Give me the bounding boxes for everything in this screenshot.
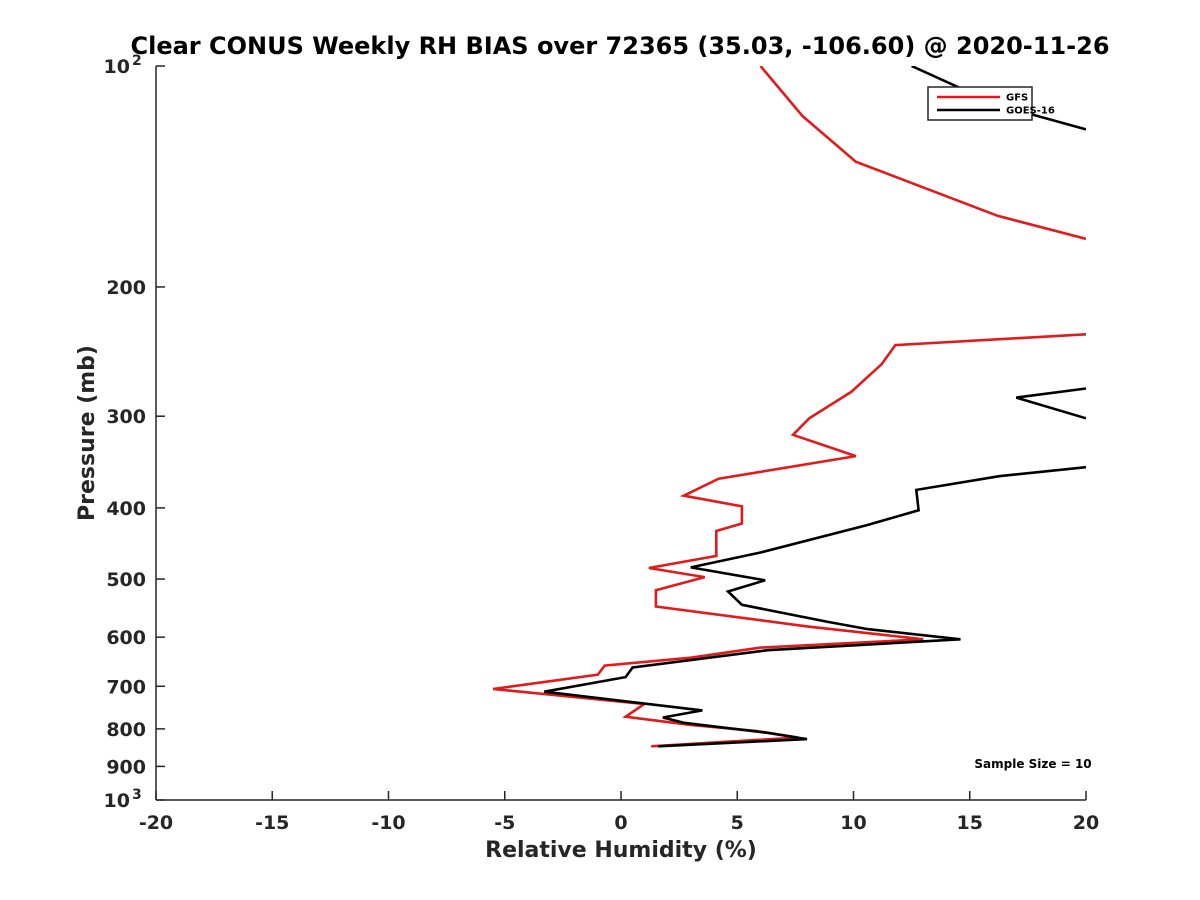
x-tick-label: 20 [1073, 812, 1099, 834]
y-tick-label: 800 [106, 719, 146, 741]
legend-entry: GFS [1006, 93, 1028, 104]
y-tick-label: 500 [106, 569, 146, 591]
y-tick-label-exponent: 3 [132, 787, 142, 803]
x-tick-label: 15 [957, 812, 983, 834]
y-tick-label-base: 10 [104, 790, 130, 812]
y-axis-label: Pressure (mb) [75, 345, 100, 521]
legend-box [927, 86, 1033, 121]
y-tick-label: 900 [106, 756, 146, 778]
y-tick-label-power: 10 3 [104, 787, 142, 812]
x-tick-label: -10 [371, 812, 405, 834]
chart-title: Clear CONUS Weekly RH BIAS over 72365 (3… [130, 32, 1109, 60]
x-tick-label: -5 [494, 812, 515, 834]
x-axis-label: Relative Humidity (%) [485, 838, 757, 863]
y-tick-label: 300 [106, 406, 146, 428]
y-tick-label-exponent: 2 [132, 53, 142, 69]
y-tick-label-base: 10 [104, 56, 130, 78]
axes-layer [155, 66, 1086, 801]
x-tick-label: -20 [139, 812, 173, 834]
legend-entry: GOES-16 [1006, 106, 1055, 117]
annotations: Sample Size = 10 [974, 757, 1091, 771]
y-tick-label: 200 [106, 277, 146, 299]
series-layer [492, 66, 1086, 748]
x-tick-label: 10 [840, 812, 866, 834]
x-tick-label: -15 [255, 812, 289, 834]
legend: GFS GOES-16 [927, 86, 1055, 121]
y-tick-label-power: 10 2 [104, 53, 142, 78]
x-tick-label: 5 [731, 812, 744, 834]
series-line-gfs [492, 66, 1086, 748]
y-tick-label: 700 [106, 676, 146, 698]
sample-size-note: Sample Size = 10 [974, 757, 1091, 771]
x-tick-label: 0 [614, 812, 627, 834]
y-tick-label: 400 [106, 498, 146, 520]
y-tick-label: 600 [106, 627, 146, 649]
